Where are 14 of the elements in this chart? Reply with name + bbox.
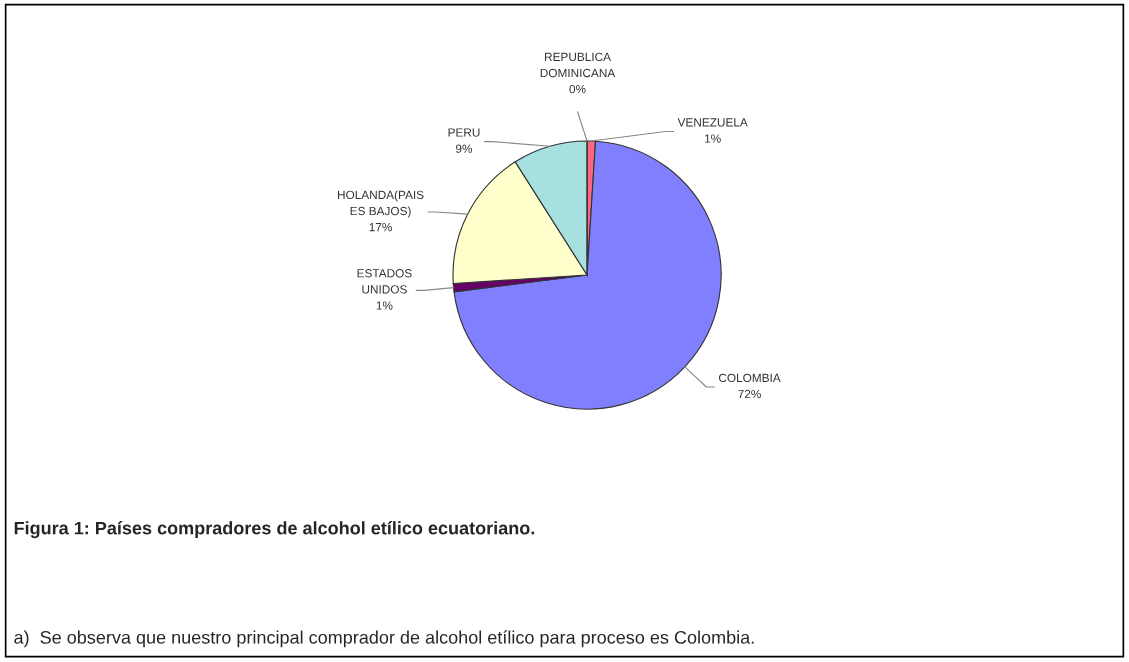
data-label: 1% xyxy=(705,134,721,143)
data-label: 9% xyxy=(456,144,473,153)
text: 0% xyxy=(569,84,586,94)
data-label: 17% xyxy=(369,223,392,232)
slice-label: COLOMBIA xyxy=(718,373,781,383)
data-label: 1% xyxy=(376,301,393,310)
slice-label: PERU xyxy=(448,128,480,137)
text: a) Se observa que nuestro principal comprador de alcohol etílico para proceso es Colombia. xyxy=(14,630,754,648)
slice-label: ESTADOS UNIDOS xyxy=(357,269,412,294)
category-label: REPUBLICA DOMINICANA xyxy=(540,52,616,78)
slice-label: VENEZUELA xyxy=(677,118,748,127)
data-label: 72% xyxy=(738,389,761,399)
slice-label: HOLANDA(PAIS ES BAJOS) xyxy=(337,190,424,218)
text: Figura 1: Países compradores de alcohol etílico ecuatoriano. xyxy=(14,521,535,539)
